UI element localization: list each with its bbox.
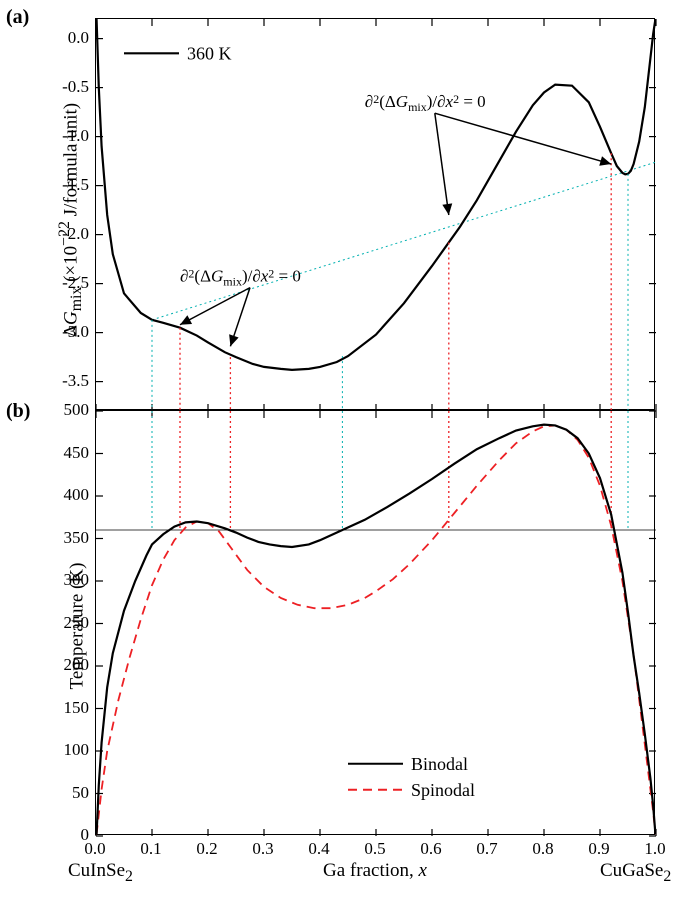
panel-a-ytick: 0.0	[45, 28, 89, 48]
svg-text:Spinodal: Spinodal	[411, 780, 475, 800]
svg-text:360 K: 360 K	[187, 43, 232, 63]
right-compound-label: CuGaSe2	[600, 860, 671, 886]
left-compound-label: CuInSe2	[68, 860, 133, 886]
panel-b-ytick: 0	[47, 825, 89, 845]
panel-b-ytick: 300	[47, 570, 89, 590]
x-axis-label: Ga fraction, x	[95, 860, 655, 882]
svg-text:Binodal: Binodal	[411, 754, 468, 774]
x-tick: 0.3	[245, 839, 281, 859]
panel-b-plot: Binodal Spinodal	[95, 410, 655, 835]
x-tick: 0.4	[301, 839, 337, 859]
panel-b-ytick: 350	[47, 528, 89, 548]
panel-b-ytick: 500	[47, 400, 89, 420]
panel-b-ytick: 150	[47, 698, 89, 718]
x-tick: 0.6	[413, 839, 449, 859]
panel-a-ytick: -1.0	[45, 126, 89, 146]
panel-b-ytick: 50	[47, 783, 89, 803]
x-tick: 1.0	[637, 839, 673, 859]
x-tick: 0.1	[133, 839, 169, 859]
panel-a-ytick: -2.5	[45, 273, 89, 293]
panel-a-svg: 360 K ∂2(ΔGmix)/∂x2 = 0 ∂2(ΔGmix)/∂x2 = 0	[96, 19, 656, 411]
panel-b-ytick: 100	[47, 740, 89, 760]
panel-b-ytick: 200	[47, 655, 89, 675]
panel-b-ytick: 250	[47, 613, 89, 633]
x-tick: 0.2	[189, 839, 225, 859]
panel-a-ytick: -0.5	[45, 77, 89, 97]
x-tick: 0.8	[525, 839, 561, 859]
panel-a-ytick: -1.5	[45, 175, 89, 195]
panel-a-ytick: -3.5	[45, 371, 89, 391]
panel-a-ytick: -3.0	[45, 322, 89, 342]
panel-b-ytick: 450	[47, 443, 89, 463]
panel-b-svg: Binodal Spinodal	[96, 411, 656, 836]
x-tick: 0.9	[581, 839, 617, 859]
panel-a-ytick: -2.0	[45, 224, 89, 244]
panel-a-plot: 360 K ∂2(ΔGmix)/∂x2 = 0 ∂2(ΔGmix)/∂x2 = 0	[95, 18, 655, 410]
x-tick: 0.7	[469, 839, 505, 859]
x-tick: 0.5	[357, 839, 393, 859]
figure-root: (a) 360 K ∂2(ΔGmix)/∂x2 = 0 ∂2(ΔGmix)/∂x2 …	[0, 0, 685, 898]
panel-b-label: (b)	[6, 400, 30, 423]
panel-b-ytick: 400	[47, 485, 89, 505]
svg-text:∂2(ΔGmix)/∂x2 = 0: ∂2(ΔGmix)/∂x2 = 0	[180, 267, 301, 289]
panel-a-label: (a)	[6, 6, 29, 29]
svg-text:∂2(ΔGmix)/∂x2 = 0: ∂2(ΔGmix)/∂x2 = 0	[365, 92, 486, 114]
